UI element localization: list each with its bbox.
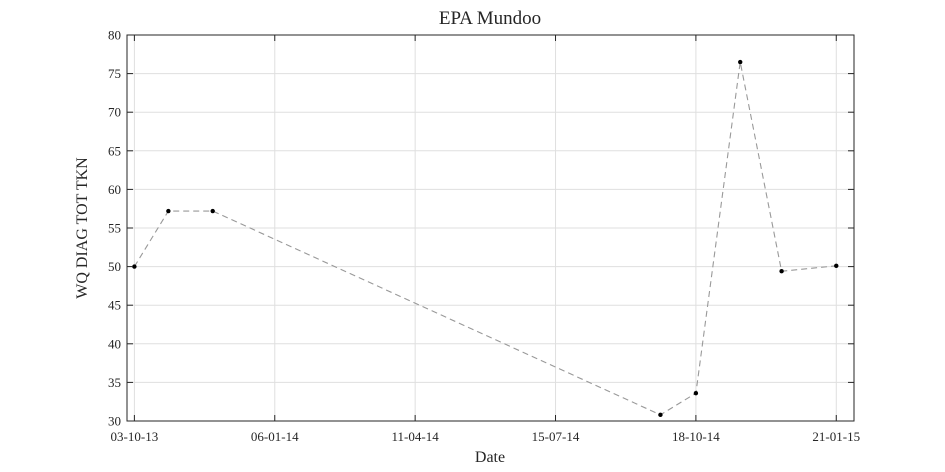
y-tick-label: 30 xyxy=(108,414,121,429)
y-axis-label: WQ DIAG TOT TKN xyxy=(74,157,91,299)
y-tick-label: 70 xyxy=(108,105,121,120)
x-tick-label: 03-10-13 xyxy=(111,429,159,444)
y-tick-label: 50 xyxy=(108,259,121,274)
axis-ticks: 30 35 40 45 50 55 60 65 70 75 80 03-10-13 06-01-14 11… xyxy=(108,28,860,445)
data-point xyxy=(693,391,699,396)
x-tick-label: 11-04-14 xyxy=(392,429,440,444)
y-tick-label: 75 xyxy=(108,66,121,81)
series-layer xyxy=(132,59,839,418)
data-point xyxy=(738,59,743,65)
x-tick-label: 18-10-14 xyxy=(672,429,720,444)
data-point xyxy=(210,208,215,214)
chart-title: EPA Mundoo xyxy=(439,8,541,29)
y-tick-label: 60 xyxy=(108,182,121,197)
data-point xyxy=(658,412,663,418)
data-point xyxy=(166,208,171,214)
data-point xyxy=(834,263,839,269)
y-tick-label: 55 xyxy=(108,221,121,236)
x-tick-label: 21-01-15 xyxy=(812,429,860,444)
y-tick-label: 35 xyxy=(108,375,121,390)
y-tick-label: 45 xyxy=(108,298,121,313)
data-point xyxy=(779,269,784,274)
x-tick-label: 15-07-14 xyxy=(532,429,580,444)
data-point xyxy=(132,264,137,269)
series-line xyxy=(133,61,837,416)
x-tick-label: 06-01-14 xyxy=(251,429,299,444)
y-tick-label: 65 xyxy=(108,143,121,158)
x-axis-label: Date xyxy=(475,449,505,466)
grid-lines xyxy=(127,34,854,422)
y-tick-label: 40 xyxy=(108,336,121,351)
y-tick-label: 80 xyxy=(108,28,121,43)
